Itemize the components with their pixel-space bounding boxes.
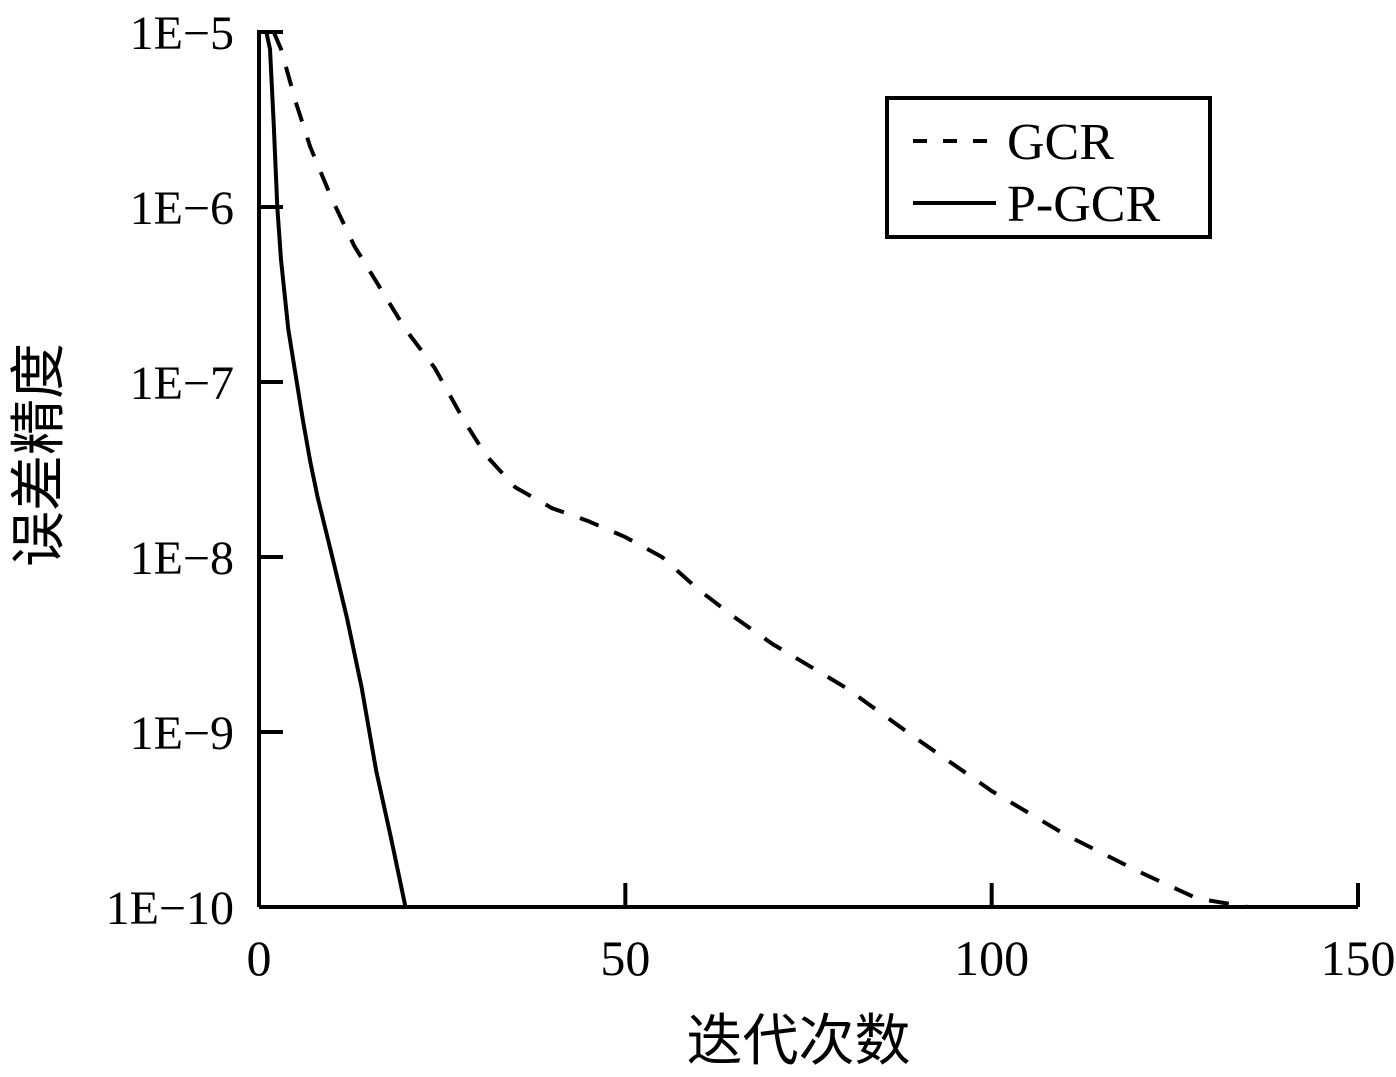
- series-line-gcr: [271, 31, 1249, 909]
- x-tick-label: 50: [600, 930, 650, 986]
- series-layer: [264, 31, 1249, 909]
- y-tick-label: 1E−9: [130, 707, 234, 760]
- legend-box: [885, 96, 1212, 239]
- y-axis-title: 误差精度: [9, 343, 71, 567]
- y-tick-label: 1E−8: [130, 532, 234, 585]
- x-tick-label: 150: [1321, 930, 1396, 986]
- y-tick-label: 1E−10: [106, 882, 234, 935]
- ticks-layer: 0 50 100 150 1E−5 1E−6 1E−7 1E−8 1E−9 1E−10: [106, 7, 1396, 986]
- x-tick-label: 0: [247, 930, 272, 986]
- x-axis-title: 迭代次数: [687, 1011, 911, 1073]
- y-tick-label: 1E−5: [130, 7, 234, 60]
- y-tick-label: 1E−6: [130, 182, 234, 235]
- legend-label: GCR: [1007, 114, 1114, 171]
- legend-label: P-GCR: [1007, 176, 1160, 233]
- axes-layer: [257, 30, 1358, 909]
- y-tick-label: 1E−7: [130, 357, 234, 410]
- series-line-p-gcr: [264, 31, 408, 908]
- x-tick-label: 100: [954, 930, 1029, 986]
